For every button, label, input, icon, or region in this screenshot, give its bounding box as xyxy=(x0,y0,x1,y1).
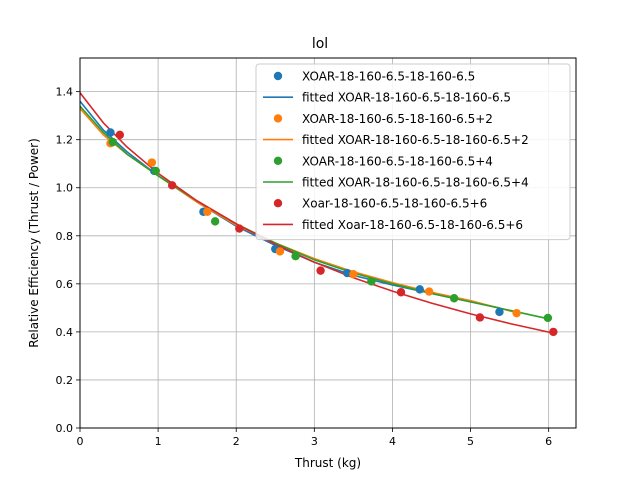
y-tick-label: 0.0 xyxy=(56,422,74,435)
y-tick-label: 0.4 xyxy=(56,326,74,339)
data-point-series-4 xyxy=(396,288,406,297)
fit-line-series-3 xyxy=(79,105,549,320)
legend: XOAR-18-160-6.5-18-160-6.5 fitted XOAR-18… xyxy=(255,63,571,241)
data-point-series-2 xyxy=(424,287,434,296)
y-tick-label: 0.6 xyxy=(56,278,74,291)
legend-entry-label: fitted XOAR-18-160-6.5-18-160-6.5+2 xyxy=(302,133,529,147)
y-tick-label: 1.0 xyxy=(56,182,74,195)
legend-entry-label: XOAR-18-160-6.5-18-160-6.5+2 xyxy=(302,112,493,126)
legend-entry-label: XOAR-18-160-6.5-18-160-6.5+4 xyxy=(302,154,493,168)
x-tick-label: 6 xyxy=(545,435,552,448)
legend-marker-point xyxy=(273,156,283,165)
data-point-series-1 xyxy=(106,128,115,137)
data-point-series-3 xyxy=(291,252,300,261)
data-point-series-1 xyxy=(342,268,352,278)
legend-box xyxy=(255,63,571,241)
legend-marker-point xyxy=(273,71,283,81)
data-point-series-4 xyxy=(115,130,125,140)
data-point-series-2 xyxy=(147,158,157,167)
data-point-series-2 xyxy=(349,270,358,279)
y-axis-label: Relative Efficiency (Thrust / Power) xyxy=(27,138,41,348)
legend-entry-label: fitted XOAR-18-160-6.5-18-160-6.5+4 xyxy=(302,176,529,190)
y-tick-label: 0.8 xyxy=(56,230,74,243)
legend-entry-label: fitted XOAR-18-160-6.5-18-160-6.5 xyxy=(302,91,511,105)
y-tick-label: 1.4 xyxy=(56,86,74,99)
chart-title: lol xyxy=(312,36,328,52)
data-points xyxy=(106,128,558,337)
data-point-series-4 xyxy=(549,327,558,337)
plot-area-frame xyxy=(79,57,577,429)
x-tick-label: 1 xyxy=(155,435,162,448)
data-point-series-4 xyxy=(167,181,177,190)
y-axis-ticks: 0.0 0.2 0.4 0.6 0.8 1.0 1.2 1.4 xyxy=(56,86,80,435)
x-tick-label: 3 xyxy=(311,435,318,448)
data-point-series-3 xyxy=(151,166,160,176)
data-point-series-4 xyxy=(235,224,244,233)
x-tick-label: 0 xyxy=(77,435,84,448)
data-point-series-3 xyxy=(449,294,459,303)
y-tick-label: 1.2 xyxy=(56,134,74,147)
legend-marker-point xyxy=(273,114,283,123)
data-point-series-2 xyxy=(512,308,521,318)
legend-entry-label: fitted Xoar-18-160-6.5-18-160-6.5+6 xyxy=(302,218,523,232)
legend-marker-point xyxy=(273,199,283,208)
data-point-series-4 xyxy=(316,266,325,275)
x-tick-label: 5 xyxy=(467,435,474,448)
x-tick-label: 4 xyxy=(389,435,396,448)
data-point-series-2 xyxy=(275,247,285,256)
data-point-series-3 xyxy=(543,313,553,323)
data-point-series-3 xyxy=(108,137,118,147)
data-point-series-1 xyxy=(415,285,424,294)
x-axis-ticks: 0 1 2 3 4 5 6 xyxy=(77,428,552,448)
data-point-series-3 xyxy=(210,217,220,226)
data-point-series-4 xyxy=(475,313,485,322)
legend-entry-label: XOAR-18-160-6.5-18-160-6.5 xyxy=(302,70,475,84)
legend-entry-label: Xoar-18-160-6.5-18-160-6.5+6 xyxy=(302,197,487,211)
data-point-series-1 xyxy=(495,307,504,317)
x-tick-label: 2 xyxy=(233,435,240,448)
y-tick-label: 0.2 xyxy=(56,374,74,387)
data-point-series-2 xyxy=(203,207,212,216)
data-point-series-3 xyxy=(367,277,376,286)
x-axis-label: Thrust (kg) xyxy=(294,456,361,470)
